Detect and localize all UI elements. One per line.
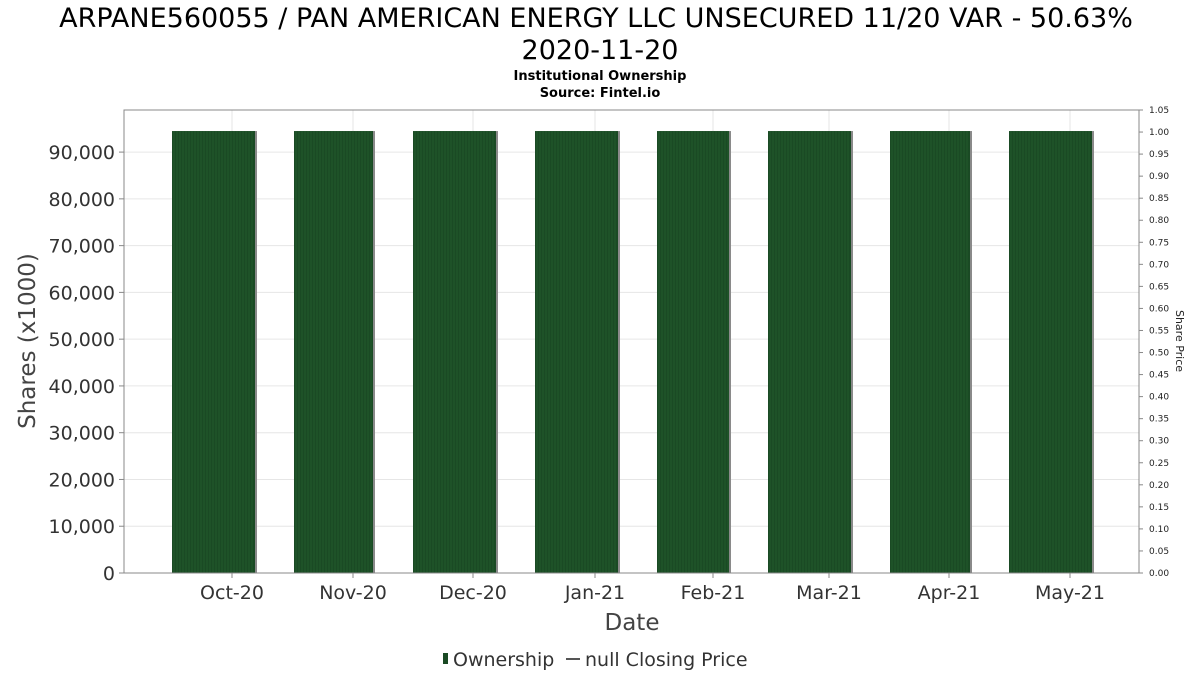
y2-tick-label: 0.65 <box>1149 282 1169 292</box>
chart-source: Source: Fintel.io <box>540 86 661 101</box>
y2-tick-label: 0.25 <box>1149 459 1169 469</box>
bar-Dec-20 <box>413 131 498 573</box>
bar <box>657 131 729 573</box>
bar-Feb-21 <box>657 131 731 573</box>
y2-tick-label: 0.85 <box>1149 194 1169 204</box>
y-tick-label: 20,000 <box>49 469 115 491</box>
chart-subtitle: Institutional Ownership <box>514 69 687 84</box>
y-tick-label: 40,000 <box>49 376 115 398</box>
legend: Ownership null Closing Price <box>443 649 748 671</box>
y2-tick-label: 0.20 <box>1149 481 1169 491</box>
x-axis-ticks: Oct-20 Nov-20 Dec-20 Jan-21 Feb-21 Mar-21 Apr-… <box>200 573 1105 604</box>
y-axis-label: Shares (x1000) <box>15 253 41 429</box>
y2-axis-ticks: 0.00 0.05 0.10 0.15 0.20 0.25 0.30 0.35 0.40 0.45… <box>1139 106 1169 579</box>
bar <box>890 131 970 573</box>
y2-tick-label: 0.00 <box>1149 569 1169 579</box>
grid <box>124 110 1139 574</box>
bar <box>172 131 255 573</box>
x-axis-label: Date <box>605 610 660 636</box>
y-tick-label: 60,000 <box>49 282 115 304</box>
bar-Oct-20 <box>172 131 257 573</box>
bar <box>768 131 851 573</box>
bar-Nov-20 <box>294 131 375 573</box>
plot-area-frame <box>123 109 1140 574</box>
x-tick-label: Mar-21 <box>796 582 862 604</box>
y2-tick-label: 0.70 <box>1149 260 1169 270</box>
y2-tick-label: 0.10 <box>1149 525 1169 535</box>
y-tick-label: 30,000 <box>49 423 115 445</box>
y2-tick-label: 0.90 <box>1149 172 1169 182</box>
y-tick-label: 10,000 <box>49 516 115 538</box>
chart-title: ARPANE560055 / PAN AMERICAN ENERGY LLC U… <box>59 3 1133 34</box>
y2-tick-label: 0.95 <box>1149 150 1169 160</box>
x-tick-label: Jan-21 <box>564 582 625 604</box>
legend-price-label: null Closing Price <box>585 649 748 671</box>
y-axis-ticks: 0 10,000 20,000 30,000 40,000 50,000 60,000 70,… <box>49 142 124 585</box>
y2-tick-label: 0.45 <box>1149 371 1169 381</box>
y2-tick-label: 0.05 <box>1149 547 1169 557</box>
y-tick-label: 90,000 <box>49 142 115 164</box>
y2-tick-label: 0.55 <box>1149 326 1169 336</box>
y2-axis-label: Share Price <box>1173 310 1186 372</box>
bar <box>535 131 618 573</box>
bar <box>1009 131 1092 573</box>
bar-Jan-21 <box>535 131 620 573</box>
y2-tick-label: 1.05 <box>1149 106 1169 116</box>
y-tick-label: 80,000 <box>49 189 115 211</box>
bar <box>294 131 373 573</box>
bar-Apr-21 <box>890 131 972 573</box>
y2-tick-label: 0.80 <box>1149 216 1169 226</box>
bar-May-21 <box>1009 131 1094 573</box>
chart-title-line2: 2020-11-20 <box>522 35 679 66</box>
x-tick-label: May-21 <box>1035 582 1105 604</box>
y-tick-label: 50,000 <box>49 329 115 351</box>
y2-tick-label: 0.35 <box>1149 415 1169 425</box>
x-tick-label: Feb-21 <box>681 582 746 604</box>
y2-tick-label: 0.50 <box>1149 349 1169 359</box>
x-tick-label: Apr-21 <box>918 582 981 604</box>
y2-tick-label: 0.40 <box>1149 393 1169 403</box>
bar-Mar-21 <box>768 131 853 573</box>
y-tick-label: 0 <box>103 563 115 585</box>
x-tick-label: Oct-20 <box>200 582 264 604</box>
y2-tick-label: 0.60 <box>1149 304 1169 314</box>
y2-tick-label: 0.15 <box>1149 503 1169 513</box>
x-tick-label: Nov-20 <box>319 582 387 604</box>
bars <box>172 131 1094 573</box>
x-tick-label: Dec-20 <box>439 582 507 604</box>
bar <box>413 131 496 573</box>
y2-tick-label: 0.75 <box>1149 238 1169 248</box>
y2-tick-label: 1.00 <box>1149 128 1169 138</box>
y2-tick-label: 0.30 <box>1149 437 1169 447</box>
y-tick-label: 70,000 <box>49 236 115 258</box>
legend-ownership-label: Ownership <box>453 649 554 671</box>
legend-ownership-swatch <box>443 653 448 664</box>
